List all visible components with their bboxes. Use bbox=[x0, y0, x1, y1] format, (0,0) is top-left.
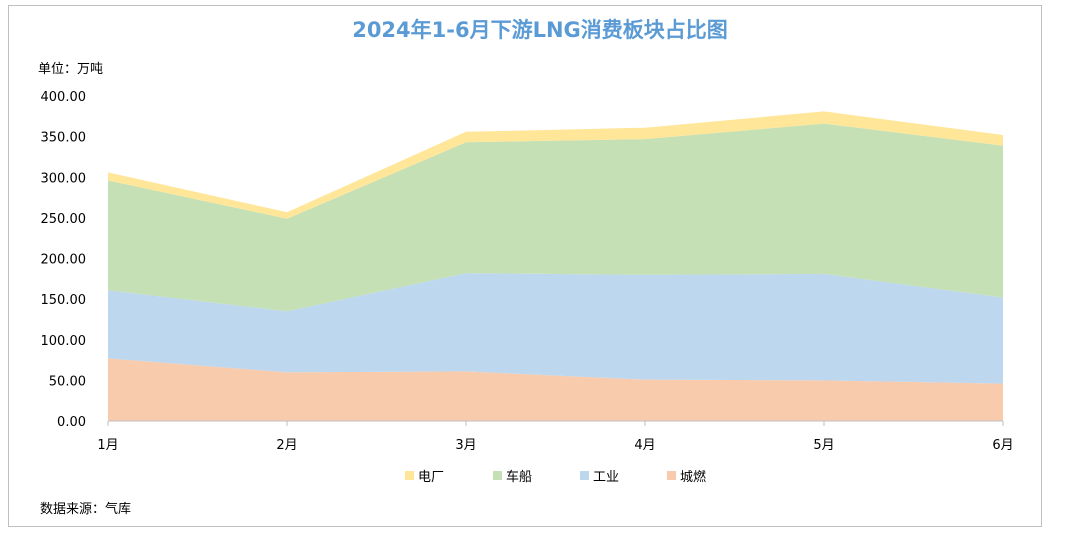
y-tick-label: 250.00 bbox=[41, 212, 87, 227]
x-tick-label: 6月 bbox=[992, 438, 1013, 453]
legend: 电厂 车船 工业 城燃 bbox=[405, 469, 706, 485]
y-tick-label: 0.00 bbox=[57, 415, 86, 430]
x-tick-label: 1月 bbox=[97, 438, 118, 453]
legend-swatch bbox=[667, 471, 676, 480]
x-tick-label: 2月 bbox=[276, 438, 297, 453]
chart-title: 2024年1-6月下游LNG消费板块占比图 bbox=[352, 18, 728, 42]
y-tick-label: 350.00 bbox=[41, 131, 87, 146]
area-series-2 bbox=[108, 123, 1003, 312]
legend-label: 城燃 bbox=[680, 469, 706, 485]
legend-label: 车船 bbox=[506, 469, 532, 485]
legend-swatch bbox=[580, 471, 589, 480]
y-tick-label: 100.00 bbox=[41, 334, 87, 349]
legend-swatch bbox=[405, 471, 414, 480]
area-layers bbox=[108, 111, 1003, 421]
legend-swatch bbox=[493, 471, 502, 480]
y-tick-label: 150.00 bbox=[41, 293, 87, 308]
area-series-1 bbox=[108, 273, 1003, 384]
x-axis: 1月 2月 3月 4月 5月 6月 bbox=[97, 420, 1014, 453]
y-tick-label: 50.00 bbox=[49, 374, 86, 389]
source-label: 数据来源：气库 bbox=[40, 502, 132, 517]
x-tick-label: 4月 bbox=[634, 438, 655, 453]
y-axis: 0.00 50.00 100.00 150.00 200.00 250.00 300.00 3… bbox=[41, 90, 87, 430]
unit-label: 单位：万吨 bbox=[38, 62, 104, 77]
x-tick-label: 5月 bbox=[813, 438, 834, 453]
x-tick-label: 3月 bbox=[455, 438, 476, 453]
y-tick-label: 200.00 bbox=[41, 253, 87, 268]
y-tick-label: 300.00 bbox=[41, 171, 87, 186]
legend-label: 工业 bbox=[593, 470, 619, 485]
area-series-0 bbox=[108, 358, 1003, 421]
legend-label: 电厂 bbox=[418, 470, 444, 485]
area-series-3 bbox=[108, 111, 1003, 219]
y-tick-label: 400.00 bbox=[41, 90, 87, 105]
